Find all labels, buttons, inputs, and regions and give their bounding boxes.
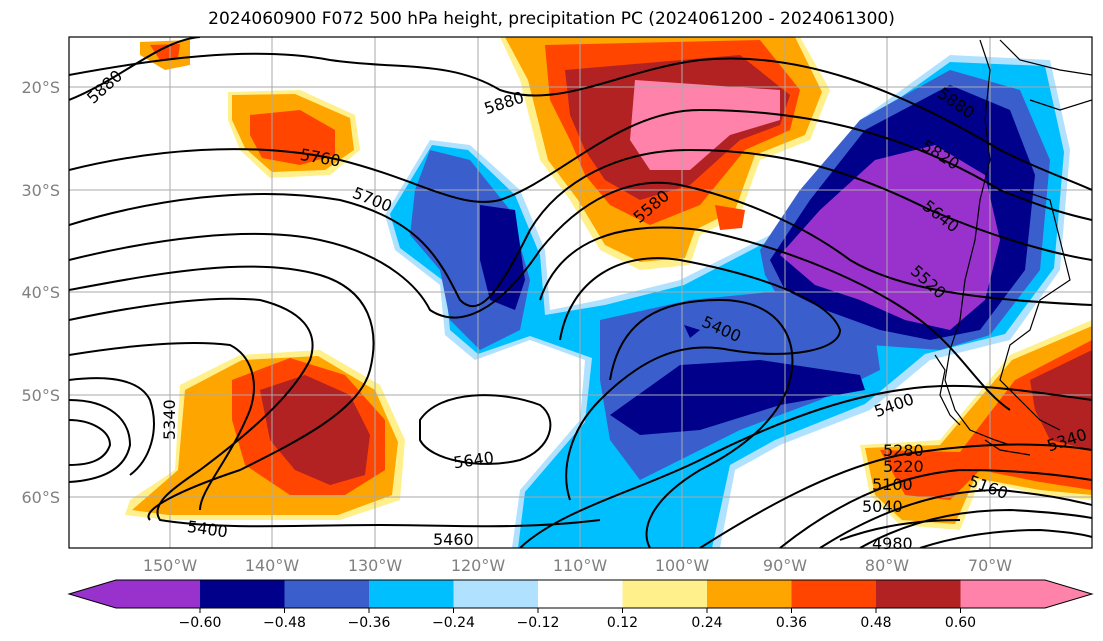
colorbar-label: 0.48 bbox=[860, 615, 891, 631]
shade-pink-top bbox=[630, 80, 780, 170]
colorbar-swatch bbox=[284, 580, 369, 608]
colorbar-label: −0.60 bbox=[179, 615, 222, 631]
colorbar-swatch bbox=[369, 580, 454, 608]
colorbar-label: −0.24 bbox=[432, 615, 475, 631]
colorbar-label: 0.36 bbox=[776, 615, 807, 631]
height-contours bbox=[69, 37, 1092, 548]
contour-label: 5220 bbox=[883, 457, 924, 476]
colorbar-swatch bbox=[538, 580, 623, 608]
lon-tick-label: 80°W bbox=[865, 556, 909, 575]
map-title: 2024060900 F072 500 hPa height, precipit… bbox=[208, 9, 895, 29]
colorbar-swatch bbox=[791, 580, 876, 608]
colorbar-label: −0.36 bbox=[348, 615, 391, 631]
lat-tick-label: 60°S bbox=[21, 488, 60, 507]
contour-label: 5460 bbox=[433, 530, 474, 549]
map-plot-area bbox=[69, 37, 1092, 548]
colorbar-swatch bbox=[707, 580, 792, 608]
lon-tick-label: 120°W bbox=[451, 556, 506, 575]
shade-orange-cell bbox=[715, 205, 745, 230]
colorbar-swatch bbox=[200, 580, 285, 608]
longitude-ticks: 150°W 140°W 130°W 120°W 110°W 100°W 90°W… bbox=[143, 556, 1012, 575]
contour-label: 5040 bbox=[862, 497, 903, 516]
lon-tick-label: 150°W bbox=[143, 556, 198, 575]
lon-tick-label: 130°W bbox=[348, 556, 403, 575]
colorbar-ticks bbox=[199, 608, 961, 613]
colorbar-label: 0.60 bbox=[945, 615, 976, 631]
lat-tick-label: 20°S bbox=[21, 78, 60, 97]
contour-label: 5280 bbox=[883, 441, 924, 460]
colorbar-label: −0.12 bbox=[517, 615, 560, 631]
latitude-ticks: 20°S 30°S 40°S 50°S 60°S bbox=[21, 78, 60, 507]
contour-label: 5100 bbox=[872, 475, 913, 494]
colorbar-swatch bbox=[69, 580, 200, 608]
colorbar-swatch bbox=[960, 580, 1092, 608]
lat-tick-label: 50°S bbox=[21, 386, 60, 405]
contour-label: 5340 bbox=[160, 399, 179, 440]
colorbar-swatch bbox=[622, 580, 707, 608]
map-frame bbox=[68, 36, 1093, 549]
shade-purple-sa bbox=[780, 145, 1000, 330]
lat-tick-label: 40°S bbox=[21, 283, 60, 302]
colorbar: −0.60 −0.48 −0.36 −0.24 −0.12 0.12 0.24 … bbox=[67, 579, 1094, 631]
lon-tick-label: 110°W bbox=[553, 556, 608, 575]
colorbar-label: −0.48 bbox=[263, 615, 306, 631]
colorbar-label: 0.12 bbox=[607, 615, 638, 631]
lon-tick-label: 100°W bbox=[655, 556, 710, 575]
lon-tick-label: 70°W bbox=[968, 556, 1012, 575]
colorbar-swatch bbox=[453, 580, 538, 608]
contour-label: 4980 bbox=[872, 534, 913, 553]
colorbar-label: 0.24 bbox=[691, 615, 722, 631]
lon-tick-label: 90°W bbox=[763, 556, 807, 575]
lon-tick-label: 140°W bbox=[245, 556, 300, 575]
coastlines bbox=[934, 39, 1092, 456]
lat-tick-label: 30°S bbox=[21, 181, 60, 200]
colorbar-outline bbox=[67, 579, 1094, 609]
colorbar-swatch bbox=[876, 580, 961, 608]
